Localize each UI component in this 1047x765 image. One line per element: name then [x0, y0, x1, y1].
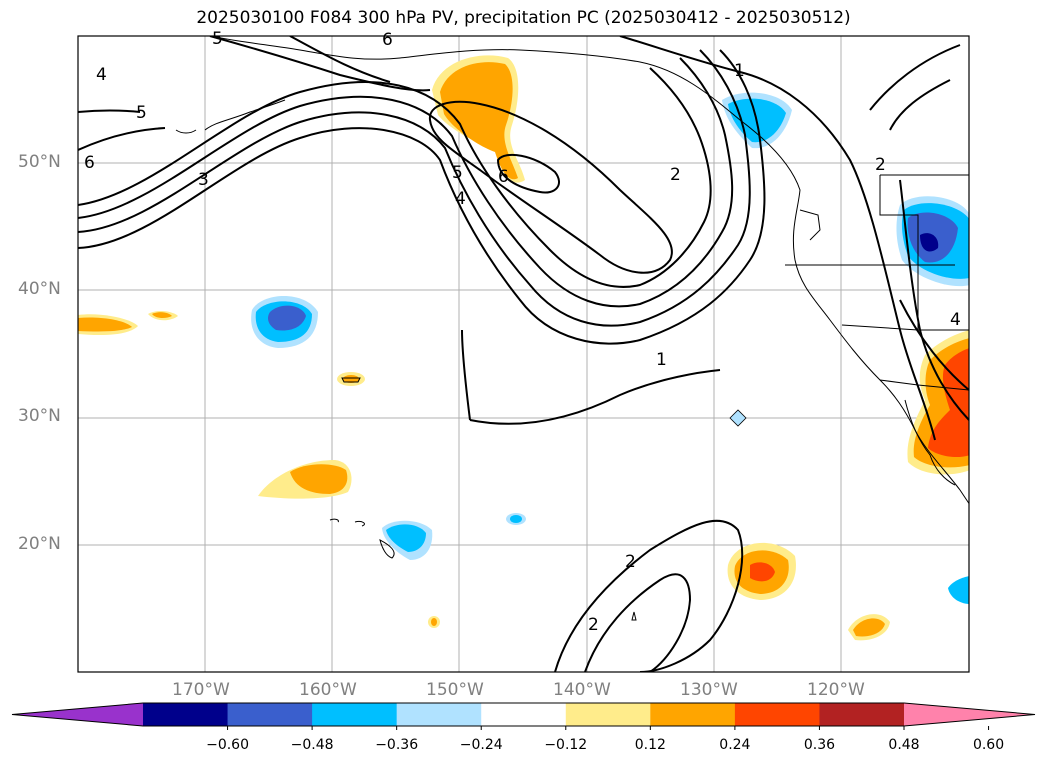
colorbar-extend-high: [904, 703, 1035, 726]
colorbar-segment: [565, 703, 651, 726]
colorbar-tick-label: 0.48: [888, 737, 920, 753]
lon-label: 140°W: [553, 680, 611, 700]
map-frame: [77, 35, 970, 673]
contour-label: 6: [84, 153, 95, 173]
colorbar-tick-label: −0.24: [459, 737, 503, 753]
colorbar-segment: [312, 703, 398, 726]
lat-label: 40°N: [18, 279, 61, 299]
colorbar-tick-label: −0.36: [375, 737, 419, 753]
colorbar-tick-label: −0.60: [206, 737, 249, 753]
pv-contours: [78, 36, 969, 672]
colorbar-segment: [227, 703, 313, 726]
lon-label: 170°W: [172, 680, 230, 700]
contour-label: 1: [656, 350, 667, 370]
lat-label: 50°N: [18, 152, 61, 172]
contour-label: 5: [136, 103, 147, 123]
contour-label: 5: [212, 29, 223, 49]
colorbar-segment: [650, 703, 736, 726]
colorbar-tick-label: 0.12: [634, 737, 666, 753]
contour-label: 3: [198, 170, 209, 190]
colorbar: [11, 702, 1036, 730]
lat-label: 30°N: [18, 406, 61, 426]
contour-label: 2: [588, 615, 599, 635]
colorbar-tick-label: 0.36: [803, 737, 836, 753]
map-title: 2025030100 F084 300 hPa PV, precipitatio…: [196, 8, 851, 28]
lon-label: 150°W: [426, 680, 484, 700]
colorbar-tick-label: 0.24: [719, 737, 751, 753]
contour-label: 1: [734, 61, 745, 81]
contour-label: 4: [96, 65, 107, 85]
contour-label: 4: [950, 310, 961, 330]
contour-label: 2: [670, 165, 681, 185]
colorbar-tick-label: 0.60: [972, 737, 1005, 753]
contour-label: 2: [875, 155, 886, 175]
coastlines: [175, 36, 969, 621]
colorbar-tick-label: −0.48: [290, 737, 334, 753]
contour-label: 2: [625, 552, 636, 572]
lon-label: 120°W: [807, 680, 865, 700]
precip-shading: [78, 55, 969, 641]
colorbar-segment: [734, 703, 820, 726]
contour-label: 5: [452, 163, 463, 183]
lat-label: 20°N: [18, 534, 61, 554]
lon-label: 160°W: [299, 680, 357, 700]
contour-label: 6: [498, 167, 509, 187]
gridlines: [78, 36, 969, 672]
contour-labels: 5 4 6 5 6 3 5 4 6 1 2 2 1 2 2 4: [84, 29, 961, 635]
lon-label: 130°W: [680, 680, 738, 700]
contour-label: 6: [382, 30, 393, 50]
colorbar-segment: [143, 703, 229, 726]
colorbar-extend-low: [12, 703, 143, 726]
colorbar-tick-label: −0.12: [544, 737, 588, 753]
colorbar-segment: [396, 703, 482, 726]
colorbar-segment: [819, 703, 905, 726]
contour-label: 4: [455, 189, 466, 209]
colorbar-segment: [481, 703, 567, 726]
